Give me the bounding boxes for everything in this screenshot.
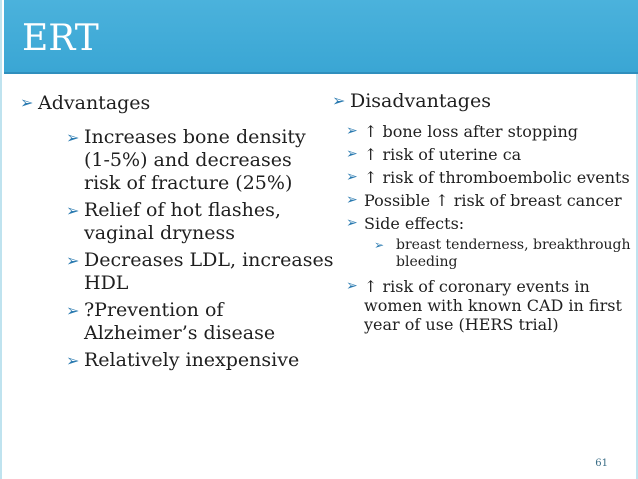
list-item-text: ↑ bone loss after stopping bbox=[364, 122, 578, 141]
page-number: 61 bbox=[595, 458, 608, 469]
arrow-bullet-icon: ➢ bbox=[346, 146, 358, 162]
list-item: ➢ Relatively inexpensive bbox=[66, 349, 334, 372]
advantages-heading: ➢ Advantages bbox=[20, 92, 320, 114]
arrow-bullet-icon: ➢ bbox=[374, 238, 385, 252]
arrow-bullet-icon: ➢ bbox=[66, 201, 80, 220]
disadvantages-heading-label: Disadvantages bbox=[350, 90, 491, 112]
list-item-text: breast tenderness, breakthrough bleeding bbox=[396, 237, 631, 270]
list-item-text: Possible ↑ risk of breast cancer bbox=[364, 191, 622, 210]
list-item-text: ↑ risk of thromboembolic events bbox=[364, 168, 630, 187]
list-item-text: Increases bone density (1-5%) and decrea… bbox=[84, 126, 306, 194]
side-effects-list: ➢ breast tenderness, breakthrough bleedin… bbox=[364, 237, 632, 271]
title-bar: ERT bbox=[4, 0, 638, 74]
arrow-bullet-icon: ➢ bbox=[20, 93, 34, 112]
arrow-bullet-icon: ➢ bbox=[332, 91, 346, 110]
list-item: ➢ Relief of hot flashes, vaginal dryness bbox=[66, 199, 334, 245]
list-item: ➢ Decreases LDL, increases HDL bbox=[66, 249, 334, 295]
advantages-heading-label: Advantages bbox=[38, 92, 151, 114]
arrow-bullet-icon: ➢ bbox=[66, 128, 80, 147]
disadvantages-heading: ➢ Disadvantages bbox=[332, 90, 632, 112]
advantages-list: ➢ Increases bone density (1-5%) and decre… bbox=[66, 126, 333, 372]
arrow-bullet-icon: ➢ bbox=[66, 351, 80, 370]
list-item-text: ?Prevention of Alzheimer’s disease bbox=[84, 299, 276, 344]
slide-title: ERT bbox=[22, 18, 99, 59]
arrow-bullet-icon: ➢ bbox=[346, 169, 358, 185]
list-item: ➢ Side effects: ➢ breast tenderness, break… bbox=[346, 214, 632, 271]
list-item: ➢ Possible ↑ risk of breast cancer bbox=[346, 191, 632, 210]
list-item: ➢ ↑ risk of thromboembolic events bbox=[346, 168, 632, 187]
disadvantages-list: ➢ ↑ bone loss after stopping ➢ ↑ risk of u… bbox=[346, 122, 632, 334]
list-item: ➢ breast tenderness, breakthrough bleedin… bbox=[374, 237, 632, 271]
list-item-text: Relatively inexpensive bbox=[84, 349, 300, 371]
list-item: ➢ ?Prevention of Alzheimer’s disease bbox=[66, 299, 334, 345]
arrow-bullet-icon: ➢ bbox=[346, 123, 358, 139]
arrow-bullet-icon: ➢ bbox=[346, 192, 358, 208]
list-item: ➢ Increases bone density (1-5%) and decre… bbox=[66, 126, 334, 195]
list-item: ➢ ↑ risk of uterine ca bbox=[346, 145, 632, 164]
list-item-text: Decreases LDL, increases HDL bbox=[84, 249, 334, 294]
list-item-text: ↑ risk of coronary events in women with … bbox=[364, 277, 622, 334]
arrow-bullet-icon: ➢ bbox=[66, 251, 80, 270]
arrow-bullet-icon: ➢ bbox=[346, 278, 358, 294]
arrow-bullet-icon: ➢ bbox=[346, 215, 358, 231]
list-item-text: ↑ risk of uterine ca bbox=[364, 145, 522, 164]
list-item-text: Relief of hot flashes, vaginal dryness bbox=[84, 199, 281, 244]
advantages-column: ➢ Advantages ➢ Increases bone density (1-… bbox=[20, 92, 333, 376]
list-item-text: Side effects: bbox=[364, 214, 465, 233]
list-item: ➢ ↑ bone loss after stopping bbox=[346, 122, 632, 141]
disadvantages-column: ➢ Disadvantages ➢ ↑ bone loss after stopp… bbox=[332, 90, 632, 338]
list-item: ➢ ↑ risk of coronary events in women with… bbox=[346, 277, 632, 334]
arrow-bullet-icon: ➢ bbox=[66, 301, 80, 320]
